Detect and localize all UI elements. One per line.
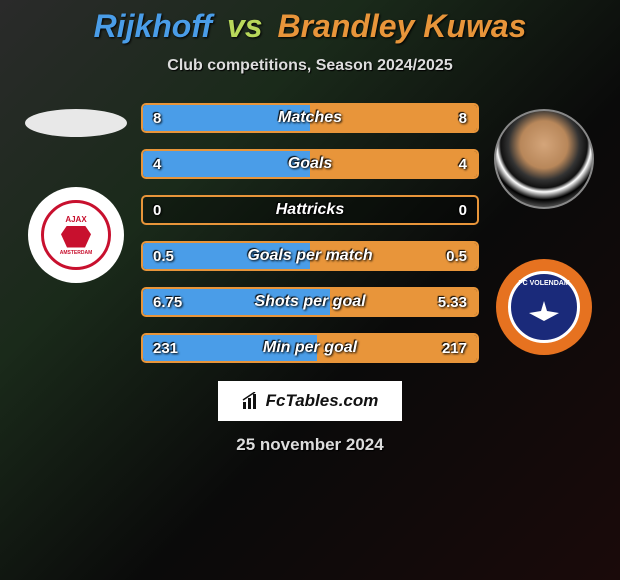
comparison-title: Rijkhoff vs Brandley Kuwas: [94, 8, 527, 45]
stat-row: 231Min per goal217: [141, 333, 479, 363]
volendam-crest: FC VOLENDAM: [508, 271, 580, 343]
vs-label: vs: [227, 8, 263, 44]
stat-value-right: 0: [459, 202, 467, 219]
stat-value-right: 0.5: [446, 248, 467, 265]
club-logo-ajax: AJAX AMSTERDAM: [28, 187, 124, 283]
ajax-label-top: AJAX: [65, 215, 86, 224]
player2-name: Brandley Kuwas: [277, 8, 526, 44]
player1-avatar: [25, 109, 127, 137]
stat-row: 6.75Shots per goal5.33: [141, 287, 479, 317]
main-row: AJAX AMSTERDAM 8Matches8 4Goals4 0Hattrick…: [0, 103, 620, 363]
player1-name: Rijkhoff: [94, 8, 213, 44]
date-label: 25 november 2024: [236, 435, 383, 455]
ajax-crest: AJAX AMSTERDAM: [41, 200, 111, 270]
stat-value-right: 217: [442, 340, 467, 357]
volendam-ship-icon: [529, 301, 559, 321]
comparison-card: Rijkhoff vs Brandley Kuwas Club competit…: [0, 0, 620, 455]
stat-row: 8Matches8: [141, 103, 479, 133]
right-column: FC VOLENDAM: [489, 103, 599, 355]
stat-value-right: 4: [459, 156, 467, 173]
chart-icon: [242, 392, 260, 410]
stat-label: Hattricks: [143, 201, 477, 219]
stat-value-right: 5.33: [438, 294, 467, 311]
ajax-head-icon: [61, 226, 91, 248]
stat-label: Goals per match: [143, 247, 477, 265]
volendam-label: FC VOLENDAM: [518, 280, 569, 287]
player2-avatar: [494, 109, 594, 209]
subtitle: Club competitions, Season 2024/2025: [167, 57, 452, 75]
left-column: AJAX AMSTERDAM: [21, 103, 131, 283]
stat-row: 0Hattricks0: [141, 195, 479, 225]
stat-label: Matches: [143, 109, 477, 127]
stats-table: 8Matches8 4Goals4 0Hattricks0 0.5Goals per …: [141, 103, 479, 363]
ajax-label-bottom: AMSTERDAM: [60, 250, 93, 256]
stat-value-right: 8: [459, 110, 467, 127]
stat-row: 4Goals4: [141, 149, 479, 179]
stat-label: Shots per goal: [143, 293, 477, 311]
club-logo-volendam: FC VOLENDAM: [496, 259, 592, 355]
stat-label: Goals: [143, 155, 477, 173]
source-badge[interactable]: FcTables.com: [218, 381, 403, 421]
stat-label: Min per goal: [143, 339, 477, 357]
stat-row: 0.5Goals per match0.5: [141, 241, 479, 271]
source-label: FcTables.com: [266, 391, 379, 411]
